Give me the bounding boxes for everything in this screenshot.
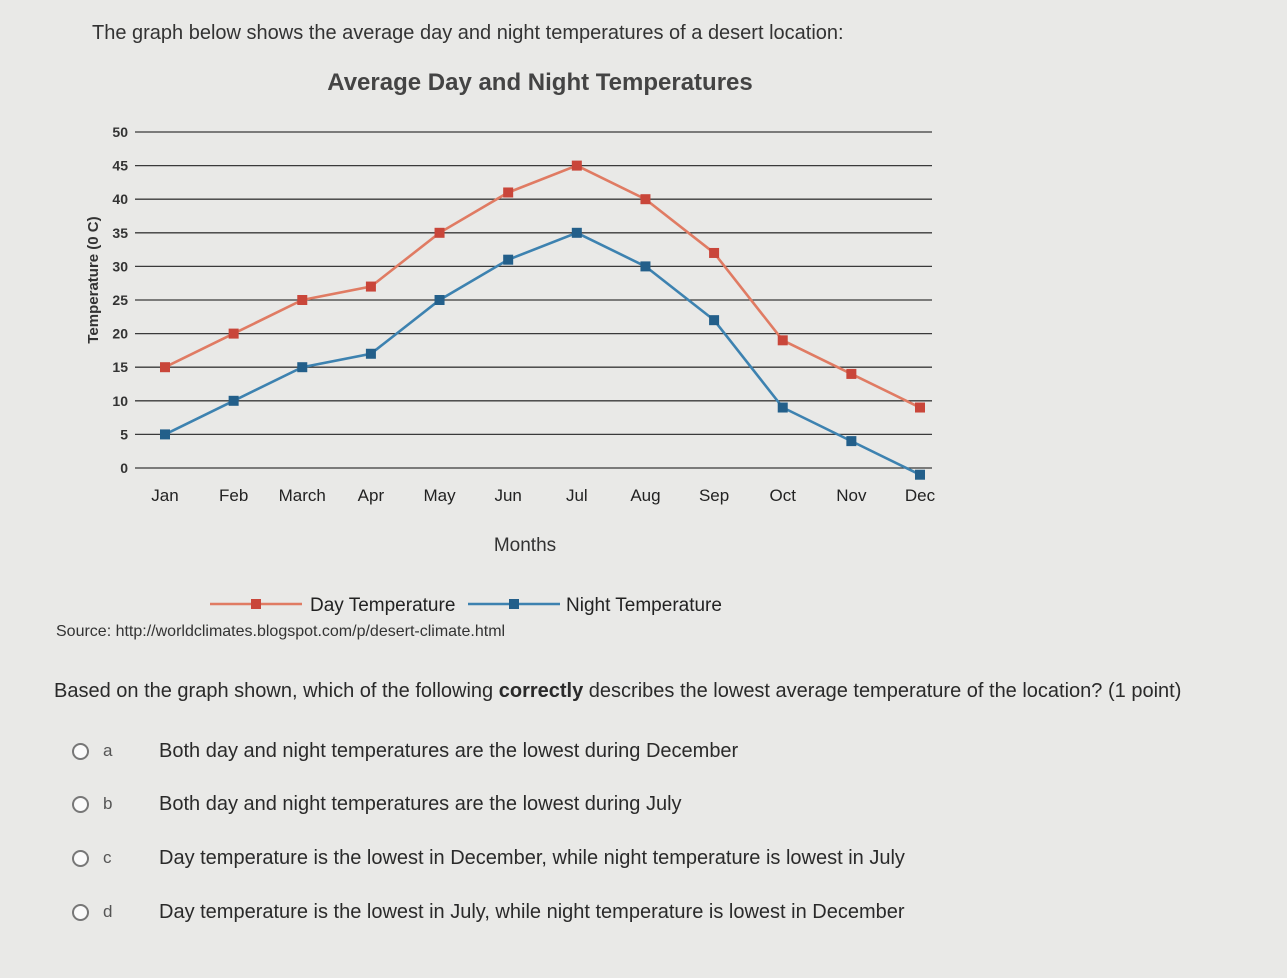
x-tick-label: Jun — [494, 486, 521, 505]
y-tick-label: 45 — [112, 158, 128, 174]
x-tick-label: Apr — [358, 486, 385, 505]
question-emphasis: correctly — [498, 680, 584, 702]
legend: Day Temperature Night Temperature — [210, 595, 722, 616]
y-tick-label: 5 — [120, 426, 128, 442]
y-tick-label: 35 — [112, 225, 128, 241]
day-point — [640, 194, 651, 205]
day-point — [434, 227, 445, 238]
option-text: Both day and night temperatures are the … — [159, 792, 682, 815]
x-tick-label: Feb — [219, 486, 248, 505]
night-point — [228, 395, 239, 406]
day-point — [228, 328, 239, 339]
night-point — [571, 227, 582, 238]
legend-label: Day Temperature — [310, 595, 455, 616]
option-text: Day temperature is the lowest in Decembe… — [159, 846, 905, 869]
y-tick-label: 30 — [112, 258, 128, 274]
night-point — [777, 402, 788, 413]
x-tick-label: Sep — [699, 486, 729, 505]
option-text: Both day and night temperatures are the … — [159, 739, 739, 762]
night-point — [297, 362, 308, 373]
series-line-night — [164, 231, 921, 476]
night-point — [709, 315, 720, 326]
option-b[interactable]: b Both day and night temperatures are th… — [72, 789, 682, 819]
day-point — [160, 362, 170, 373]
option-letter: d — [103, 902, 113, 921]
y-axis-label: Temperature (0 C) — [85, 216, 102, 343]
series-line-day — [164, 164, 921, 409]
y-axis-ticks: 0 5 10 15 20 25 30 35 40 45 50 — [112, 124, 128, 476]
night-point — [434, 295, 445, 305]
day-point — [777, 335, 788, 346]
day-point — [297, 295, 308, 305]
day-point — [503, 187, 514, 198]
option-c[interactable]: c Day temperature is the lowest in Decem… — [72, 843, 905, 873]
legend-marker — [251, 599, 261, 609]
source-text: Source: http://worldclimates.blogspot.co… — [56, 623, 506, 640]
radio-button-a[interactable] — [72, 742, 89, 760]
radio-button-b[interactable] — [72, 795, 89, 813]
intro-text: The graph below shows the average day an… — [92, 22, 844, 44]
question-text: Based on the graph shown, which of the f… — [54, 680, 1181, 703]
x-tick-label: Aug — [630, 486, 660, 505]
y-tick-label: 10 — [112, 393, 128, 409]
night-point — [640, 261, 651, 272]
y-tick-label: 0 — [120, 460, 128, 476]
day-point — [571, 160, 582, 171]
y-tick-label: 40 — [112, 191, 128, 207]
option-letter: b — [103, 794, 113, 813]
x-tick-label: May — [423, 486, 456, 505]
night-point — [160, 429, 170, 440]
option-text: Day temperature is the lowest in July, w… — [159, 900, 905, 923]
grid-lines — [135, 131, 932, 469]
option-a[interactable]: a Both day and night temperatures are th… — [72, 736, 738, 766]
x-tick-label: Dec — [905, 486, 936, 505]
option-d[interactable]: d Day temperature is the lowest in July,… — [72, 897, 905, 927]
day-point — [846, 368, 857, 379]
question-part-2: describes the lowest average temperature… — [583, 680, 1182, 702]
y-tick-label: 50 — [112, 124, 128, 140]
option-letter: a — [103, 741, 113, 760]
x-tick-label: Jul — [566, 486, 588, 505]
night-point — [503, 254, 514, 265]
night-point — [365, 348, 376, 359]
y-tick-label: 15 — [112, 359, 128, 375]
radio-button-d[interactable] — [72, 903, 89, 921]
question-part-1: Based on the graph shown, which of the f… — [54, 680, 499, 702]
y-tick-label: 25 — [112, 292, 128, 308]
night-point — [915, 469, 925, 480]
line-chart: Average Day and Night Temperatures Month… — [85, 69, 936, 616]
x-tick-label: Jan — [151, 486, 178, 505]
day-point — [709, 247, 720, 258]
x-tick-label: Oct — [770, 486, 797, 505]
x-tick-label: March — [279, 486, 326, 505]
legend-label: Night Temperature — [566, 595, 722, 616]
chart-title: Average Day and Night Temperatures — [327, 69, 752, 96]
radio-button-c[interactable] — [72, 849, 89, 867]
option-letter: c — [103, 848, 112, 867]
x-axis-label: Months — [494, 535, 556, 556]
day-point — [365, 281, 376, 292]
x-axis-ticks: Jan Feb March Apr May Jun Jul Aug Sep Oct Nov Dec — [151, 486, 935, 505]
day-point — [915, 402, 925, 413]
legend-marker — [509, 599, 519, 609]
series-group — [160, 160, 925, 480]
night-point — [846, 436, 857, 447]
y-tick-label: 20 — [112, 326, 128, 342]
x-tick-label: Nov — [836, 486, 867, 505]
